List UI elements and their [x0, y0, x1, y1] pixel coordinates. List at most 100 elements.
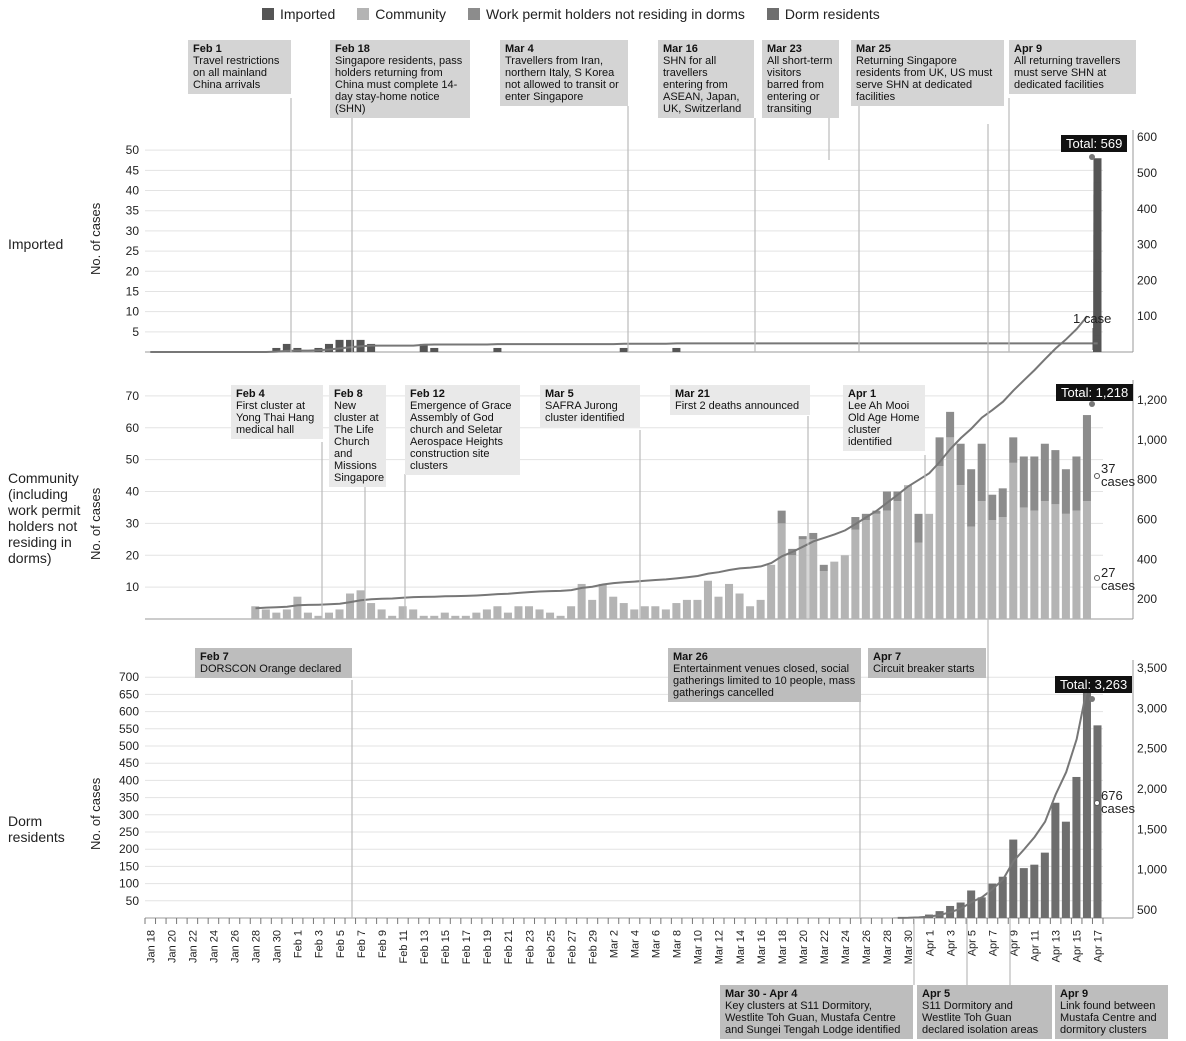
left-tick-label: 60	[126, 421, 140, 435]
left-tick-label: 50	[126, 894, 140, 908]
community-bar	[967, 526, 976, 619]
x-tick-label: Jan 18	[145, 930, 157, 963]
community-bar	[619, 603, 628, 619]
legend: Imported Community Work permit holders not…	[262, 6, 880, 22]
imported-bar	[346, 339, 355, 352]
community-bar	[1019, 507, 1028, 619]
x-tick-label: Feb 3	[314, 930, 326, 958]
x-tick-label: Jan 26	[229, 930, 241, 963]
community-bar	[998, 517, 1007, 619]
work-permit-bar	[1051, 450, 1060, 505]
callout: 37 cases	[1101, 461, 1135, 489]
endpoint-marker	[1089, 696, 1095, 702]
community-bar	[777, 523, 786, 619]
community-bar	[925, 513, 934, 619]
community-bar	[377, 609, 386, 619]
x-tick-label: Jan 22	[187, 930, 199, 963]
dorm-bar	[988, 883, 997, 918]
community-bar	[830, 561, 839, 619]
community-bar	[282, 609, 291, 619]
legend-label: Community	[375, 6, 447, 22]
callout: 676 cases	[1101, 788, 1135, 816]
x-tick-label: Apr 1	[924, 930, 936, 956]
community-bar	[788, 555, 797, 619]
right-tick-label: 3,000	[1137, 701, 1167, 715]
x-tick-label: Mar 26	[861, 930, 873, 964]
x-tick-label: Mar 12	[714, 930, 726, 964]
community-bar	[588, 599, 597, 619]
annotation: Mar 5 SAFRA Jurong cluster identified	[540, 385, 640, 427]
left-tick-label: 500	[119, 739, 139, 753]
community-bar	[661, 609, 670, 619]
x-tick-label: Mar 20	[798, 930, 810, 964]
community-bar	[577, 583, 586, 619]
left-tick-label: 700	[119, 670, 139, 684]
annotation: Feb 7 DORSCON Orange declared	[195, 648, 352, 678]
imported-bar	[672, 347, 681, 352]
x-tick-label: Apr 13	[1051, 930, 1063, 962]
left-tick-label: 20	[126, 548, 140, 562]
work-permit-bar	[882, 491, 891, 511]
community-bar	[1009, 462, 1018, 619]
community-bar	[324, 612, 333, 619]
annotation: Mar 23 All short-term visitors barred fro…	[762, 40, 839, 118]
legend-item: Work permit holders not residing in dorm…	[468, 6, 745, 22]
annotation-date: Mar 26	[673, 651, 708, 663]
right-tick-label: 500	[1137, 166, 1157, 180]
community-bar	[546, 612, 555, 619]
legend-swatch	[262, 8, 274, 20]
work-permit-bar	[988, 494, 997, 521]
community-bar	[335, 609, 344, 619]
left-tick-label: 35	[126, 204, 140, 218]
x-tick-label: Mar 30	[903, 930, 915, 964]
left-tick-label: 300	[119, 808, 139, 822]
dorm-bar	[1030, 864, 1039, 918]
community-bar	[903, 485, 913, 619]
community-bar	[914, 542, 923, 619]
imported-bar	[419, 343, 428, 352]
dorm-bar	[1093, 725, 1102, 918]
x-tick-label: Mar 2	[608, 930, 620, 958]
community-bar	[630, 609, 639, 619]
work-permit-bar	[777, 510, 786, 524]
imported-bar	[1093, 271, 1102, 352]
work-permit-bar	[872, 510, 881, 514]
community-bar	[809, 539, 818, 619]
total-label: Total: 569	[1061, 135, 1128, 152]
cumulative-line-dorm	[897, 686, 1098, 919]
annotation: Mar 4 Travellers from Iran, northern Ital…	[500, 40, 628, 106]
community-bar	[472, 612, 481, 619]
annotation-date: Mar 23	[767, 43, 802, 55]
work-permit-bar	[998, 488, 1007, 518]
left-tick-label: 15	[126, 284, 140, 298]
left-tick-label: 45	[126, 163, 140, 177]
community-bar	[440, 612, 449, 619]
annotation-text: Emergence of Grace Assembly of God churc…	[410, 400, 512, 472]
legend-swatch	[468, 8, 481, 20]
x-tick-label: Feb 7	[356, 930, 368, 958]
imported-bar	[324, 343, 333, 352]
community-bar	[514, 606, 523, 619]
x-tick-label: Mar 28	[882, 930, 894, 964]
imported-bar	[367, 343, 376, 352]
x-tick-label: Mar 24	[840, 930, 852, 964]
dorm-bar	[1051, 802, 1060, 918]
right-tick-label: 3,500	[1137, 661, 1167, 675]
x-tick-label: Feb 9	[377, 930, 389, 958]
legend-item: Dorm residents	[766, 6, 880, 22]
total-label: Total: 1,218	[1056, 384, 1134, 401]
annotation-text: Link found between Mustafa Centre and do…	[1060, 1000, 1157, 1036]
imported-bar	[430, 347, 439, 352]
community-bar	[946, 437, 955, 619]
annotation: Mar 26 Entertainment venues closed, socia…	[668, 648, 861, 702]
annotation: Feb 1 Travel restrictions on all mainland…	[188, 40, 291, 94]
row-title: Imported	[8, 236, 64, 252]
community-bar	[461, 615, 470, 619]
community-bar	[935, 466, 944, 619]
dorm-bar	[998, 876, 1007, 918]
community-bar	[556, 615, 565, 619]
community-bar	[756, 599, 765, 619]
community-bar	[398, 606, 407, 619]
work-permit-bar	[1030, 456, 1039, 511]
